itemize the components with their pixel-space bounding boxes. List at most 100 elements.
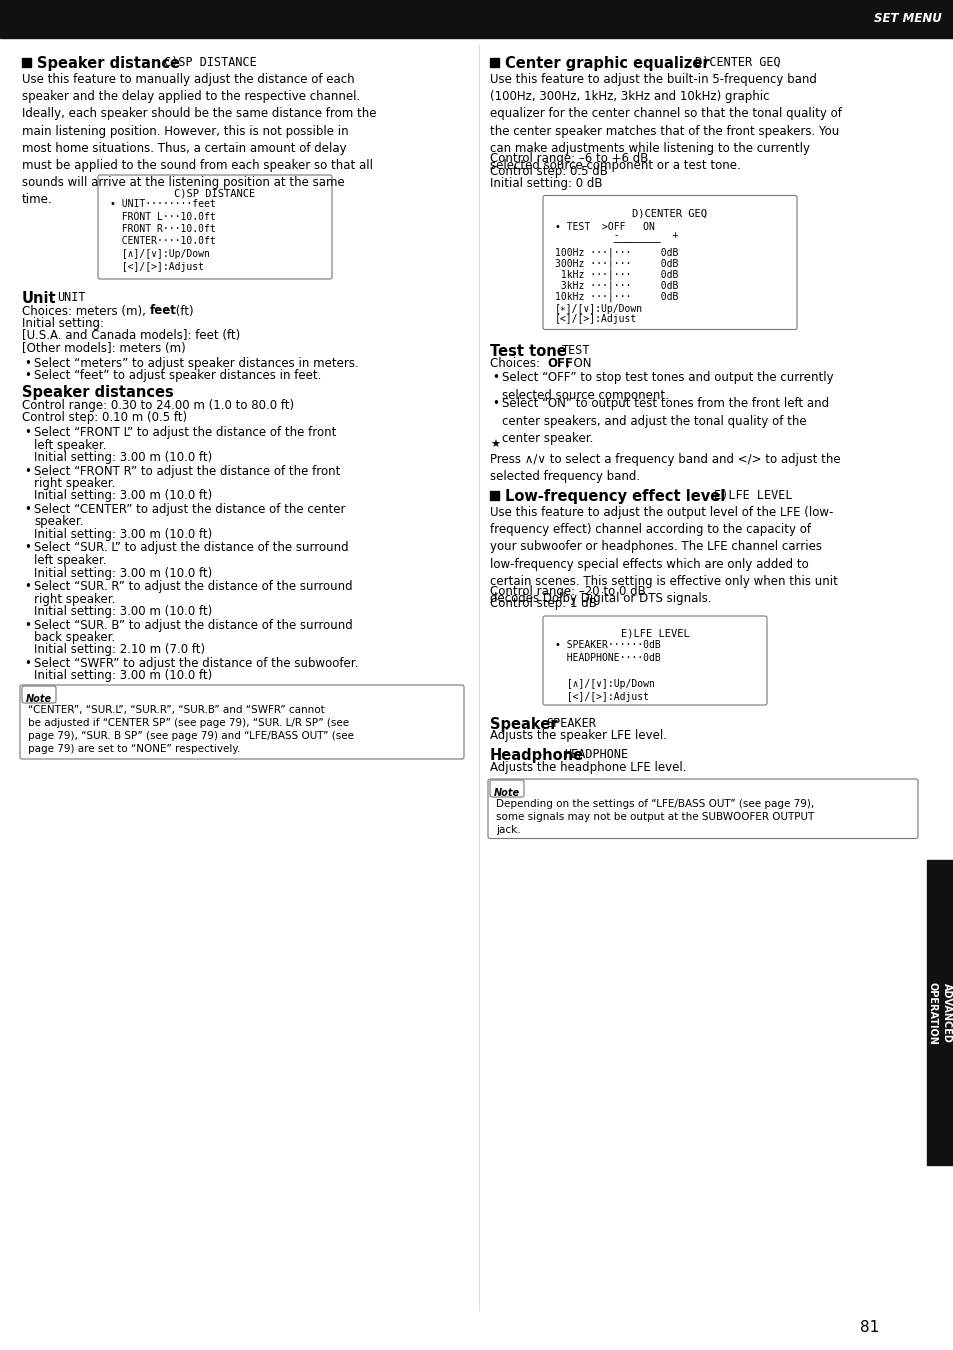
Text: Depending on the settings of “LFE/BASS OUT” (see page 79),
some signals may not : Depending on the settings of “LFE/BASS O… (496, 799, 814, 836)
Text: D)CENTER GEQ: D)CENTER GEQ (632, 208, 707, 219)
Text: 300Hz ···|···     0dB: 300Hz ···|··· 0dB (555, 258, 678, 269)
Text: •: • (24, 356, 30, 370)
Text: Note: Note (26, 694, 52, 703)
Text: •: • (492, 397, 498, 410)
FancyBboxPatch shape (22, 686, 56, 703)
Text: Initial setting: 3.00 m (10.0 ft): Initial setting: 3.00 m (10.0 ft) (34, 567, 212, 579)
Text: Use this feature to adjust the output level of the LFE (low-
frequency effect) c: Use this feature to adjust the output le… (490, 506, 837, 605)
Text: , ON: , ON (565, 356, 591, 370)
Text: Select “meters” to adjust speaker distances in meters.: Select “meters” to adjust speaker distan… (34, 356, 358, 370)
Text: Initial setting: 3.00 m (10.0 ft): Initial setting: 3.00 m (10.0 ft) (34, 670, 212, 683)
Text: •: • (24, 427, 30, 439)
Text: Initial setting: 2.10 m (7.0 ft): Initial setting: 2.10 m (7.0 ft) (34, 644, 205, 656)
Text: Select “OFF” to stop test tones and output the currently
selected source compone: Select “OFF” to stop test tones and outp… (501, 371, 833, 402)
Text: (ft): (ft) (172, 305, 193, 317)
FancyBboxPatch shape (98, 176, 332, 279)
Text: E)LFE LEVEL: E)LFE LEVEL (706, 489, 792, 502)
Bar (490, 58, 498, 68)
Text: Speaker: Speaker (490, 717, 557, 732)
Text: 81: 81 (860, 1320, 879, 1335)
Text: right speaker.: right speaker. (34, 593, 115, 606)
Text: [<]/[>]:Adjust: [<]/[>]:Adjust (555, 315, 637, 324)
Text: •: • (24, 369, 30, 382)
Text: -         +: - + (555, 231, 678, 240)
Text: Note: Note (494, 788, 519, 798)
Text: 10kHz ···|···     0dB: 10kHz ···|··· 0dB (555, 292, 678, 302)
Text: Select “SUR. R” to adjust the distance of the surround: Select “SUR. R” to adjust the distance o… (34, 580, 353, 593)
Text: CENTER····10.0ft: CENTER····10.0ft (110, 236, 215, 247)
Text: left speaker.: left speaker. (34, 554, 107, 567)
FancyBboxPatch shape (542, 616, 766, 705)
Text: [∧]/[∨]:Up/Down: [∧]/[∨]:Up/Down (110, 248, 210, 259)
Text: Select “ON” to output test tones from the front left and
center speakers, and ad: Select “ON” to output test tones from th… (501, 397, 828, 446)
Text: feet: feet (150, 305, 176, 317)
Text: Headphone: Headphone (490, 748, 583, 763)
Text: Test tone: Test tone (490, 343, 566, 359)
Text: Initial setting: 0 dB: Initial setting: 0 dB (490, 177, 602, 190)
Text: Choices: meters (m),: Choices: meters (m), (22, 305, 150, 317)
Text: Low-frequency effect level: Low-frequency effect level (504, 489, 724, 504)
Text: Select “SUR. L” to adjust the distance of the surround: Select “SUR. L” to adjust the distance o… (34, 541, 348, 555)
Text: •: • (24, 541, 30, 555)
Text: Initial setting: 3.00 m (10.0 ft): Initial setting: 3.00 m (10.0 ft) (34, 605, 212, 618)
Text: Initial setting: 3.00 m (10.0 ft): Initial setting: 3.00 m (10.0 ft) (34, 490, 212, 502)
Text: [Other models]: meters (m): [Other models]: meters (m) (22, 342, 186, 355)
Text: 3kHz ···|···     0dB: 3kHz ···|··· 0dB (555, 281, 678, 292)
Bar (926, 860, 953, 1165)
Text: HEADPHONE: HEADPHONE (563, 748, 627, 761)
FancyBboxPatch shape (542, 196, 796, 329)
Text: [<]/[>]:Adjust: [<]/[>]:Adjust (555, 693, 648, 702)
Text: C)SP DISTANCE: C)SP DISTANCE (174, 188, 255, 198)
Text: SPEAKER: SPEAKER (545, 717, 596, 730)
Text: • TEST  >OFF   ON: • TEST >OFF ON (555, 221, 654, 231)
Text: Initial setting: 3.00 m (10.0 ft): Initial setting: 3.00 m (10.0 ft) (34, 451, 212, 464)
Text: Use this feature to manually adjust the distance of each
speaker and the delay a: Use this feature to manually adjust the … (22, 73, 376, 207)
Text: Control range: 0.30 to 24.00 m (1.0 to 80.0 ft): Control range: 0.30 to 24.00 m (1.0 to 8… (22, 400, 294, 412)
Bar (0, 0, 953, 38)
Text: Press ∧/∨ to select a frequency band and </> to adjust the
selected frequency ba: Press ∧/∨ to select a frequency band and… (490, 454, 840, 483)
Text: D)CENTER GEQ: D)CENTER GEQ (687, 55, 780, 69)
Text: •: • (24, 504, 30, 516)
Text: • UNIT········feet: • UNIT········feet (110, 198, 215, 209)
Text: Select “SWFR” to adjust the distance of the subwoofer.: Select “SWFR” to adjust the distance of … (34, 657, 358, 670)
Text: Unit: Unit (22, 292, 56, 306)
Text: Control range: –6 to +6 dB: Control range: –6 to +6 dB (490, 153, 648, 165)
Text: Initial setting: 3.00 m (10.0 ft): Initial setting: 3.00 m (10.0 ft) (34, 528, 212, 541)
Text: HEADPHONE····0dB: HEADPHONE····0dB (555, 653, 660, 663)
Text: Select “feet” to adjust speaker distances in feet.: Select “feet” to adjust speaker distance… (34, 369, 321, 382)
Text: speaker.: speaker. (34, 516, 84, 528)
Text: ────────: ──────── (555, 239, 660, 248)
Text: Select “CENTER” to adjust the distance of the center: Select “CENTER” to adjust the distance o… (34, 504, 345, 516)
Text: Control step: 1 dB: Control step: 1 dB (490, 598, 597, 610)
Text: • SPEAKER······0dB: • SPEAKER······0dB (555, 640, 660, 649)
Text: •: • (24, 464, 30, 478)
Bar (490, 491, 498, 500)
Text: E)LFE LEVEL: E)LFE LEVEL (620, 629, 689, 639)
Text: ★: ★ (490, 440, 499, 450)
Text: ADVANCED
OPERATION: ADVANCED OPERATION (926, 981, 951, 1045)
Text: •: • (24, 580, 30, 593)
Text: Control range: –20 to 0 dB: Control range: –20 to 0 dB (490, 585, 645, 598)
Text: Adjusts the headphone LFE level.: Adjusts the headphone LFE level. (490, 760, 686, 774)
Text: Initial setting:: Initial setting: (22, 317, 104, 329)
Text: •: • (24, 618, 30, 632)
Text: left speaker.: left speaker. (34, 439, 107, 451)
Text: C)SP DISTANCE: C)SP DISTANCE (157, 55, 256, 69)
Text: 1kHz ···|···     0dB: 1kHz ···|··· 0dB (555, 270, 678, 279)
Text: [∗]/[∨]:Up/Down: [∗]/[∨]:Up/Down (555, 304, 642, 313)
Text: Choices:: Choices: (490, 356, 543, 370)
Text: right speaker.: right speaker. (34, 477, 115, 490)
Text: Use this feature to adjust the built-in 5-frequency band
(100Hz, 300Hz, 1kHz, 3k: Use this feature to adjust the built-in … (490, 73, 841, 171)
Text: “CENTER”, “SUR.L”, “SUR.R”, “SUR.B” and “SWFR” cannot
be adjusted if “CENTER SP”: “CENTER”, “SUR.L”, “SUR.R”, “SUR.B” and … (28, 705, 354, 755)
Text: OFF: OFF (546, 356, 573, 370)
Text: FRONT R···10.0ft: FRONT R···10.0ft (110, 224, 215, 234)
Text: SET MENU: SET MENU (873, 12, 941, 26)
Text: Adjusts the speaker LFE level.: Adjusts the speaker LFE level. (490, 729, 666, 742)
Text: Control step: 0.10 m (0.5 ft): Control step: 0.10 m (0.5 ft) (22, 412, 187, 424)
Text: •: • (24, 657, 30, 670)
FancyBboxPatch shape (488, 779, 917, 838)
Text: [∧]/[∨]:Up/Down: [∧]/[∨]:Up/Down (555, 679, 654, 688)
Text: [U.S.A. and Canada models]: feet (ft): [U.S.A. and Canada models]: feet (ft) (22, 329, 240, 343)
Text: UNIT: UNIT (57, 292, 86, 304)
Text: 100Hz ···|···     0dB: 100Hz ···|··· 0dB (555, 247, 678, 258)
